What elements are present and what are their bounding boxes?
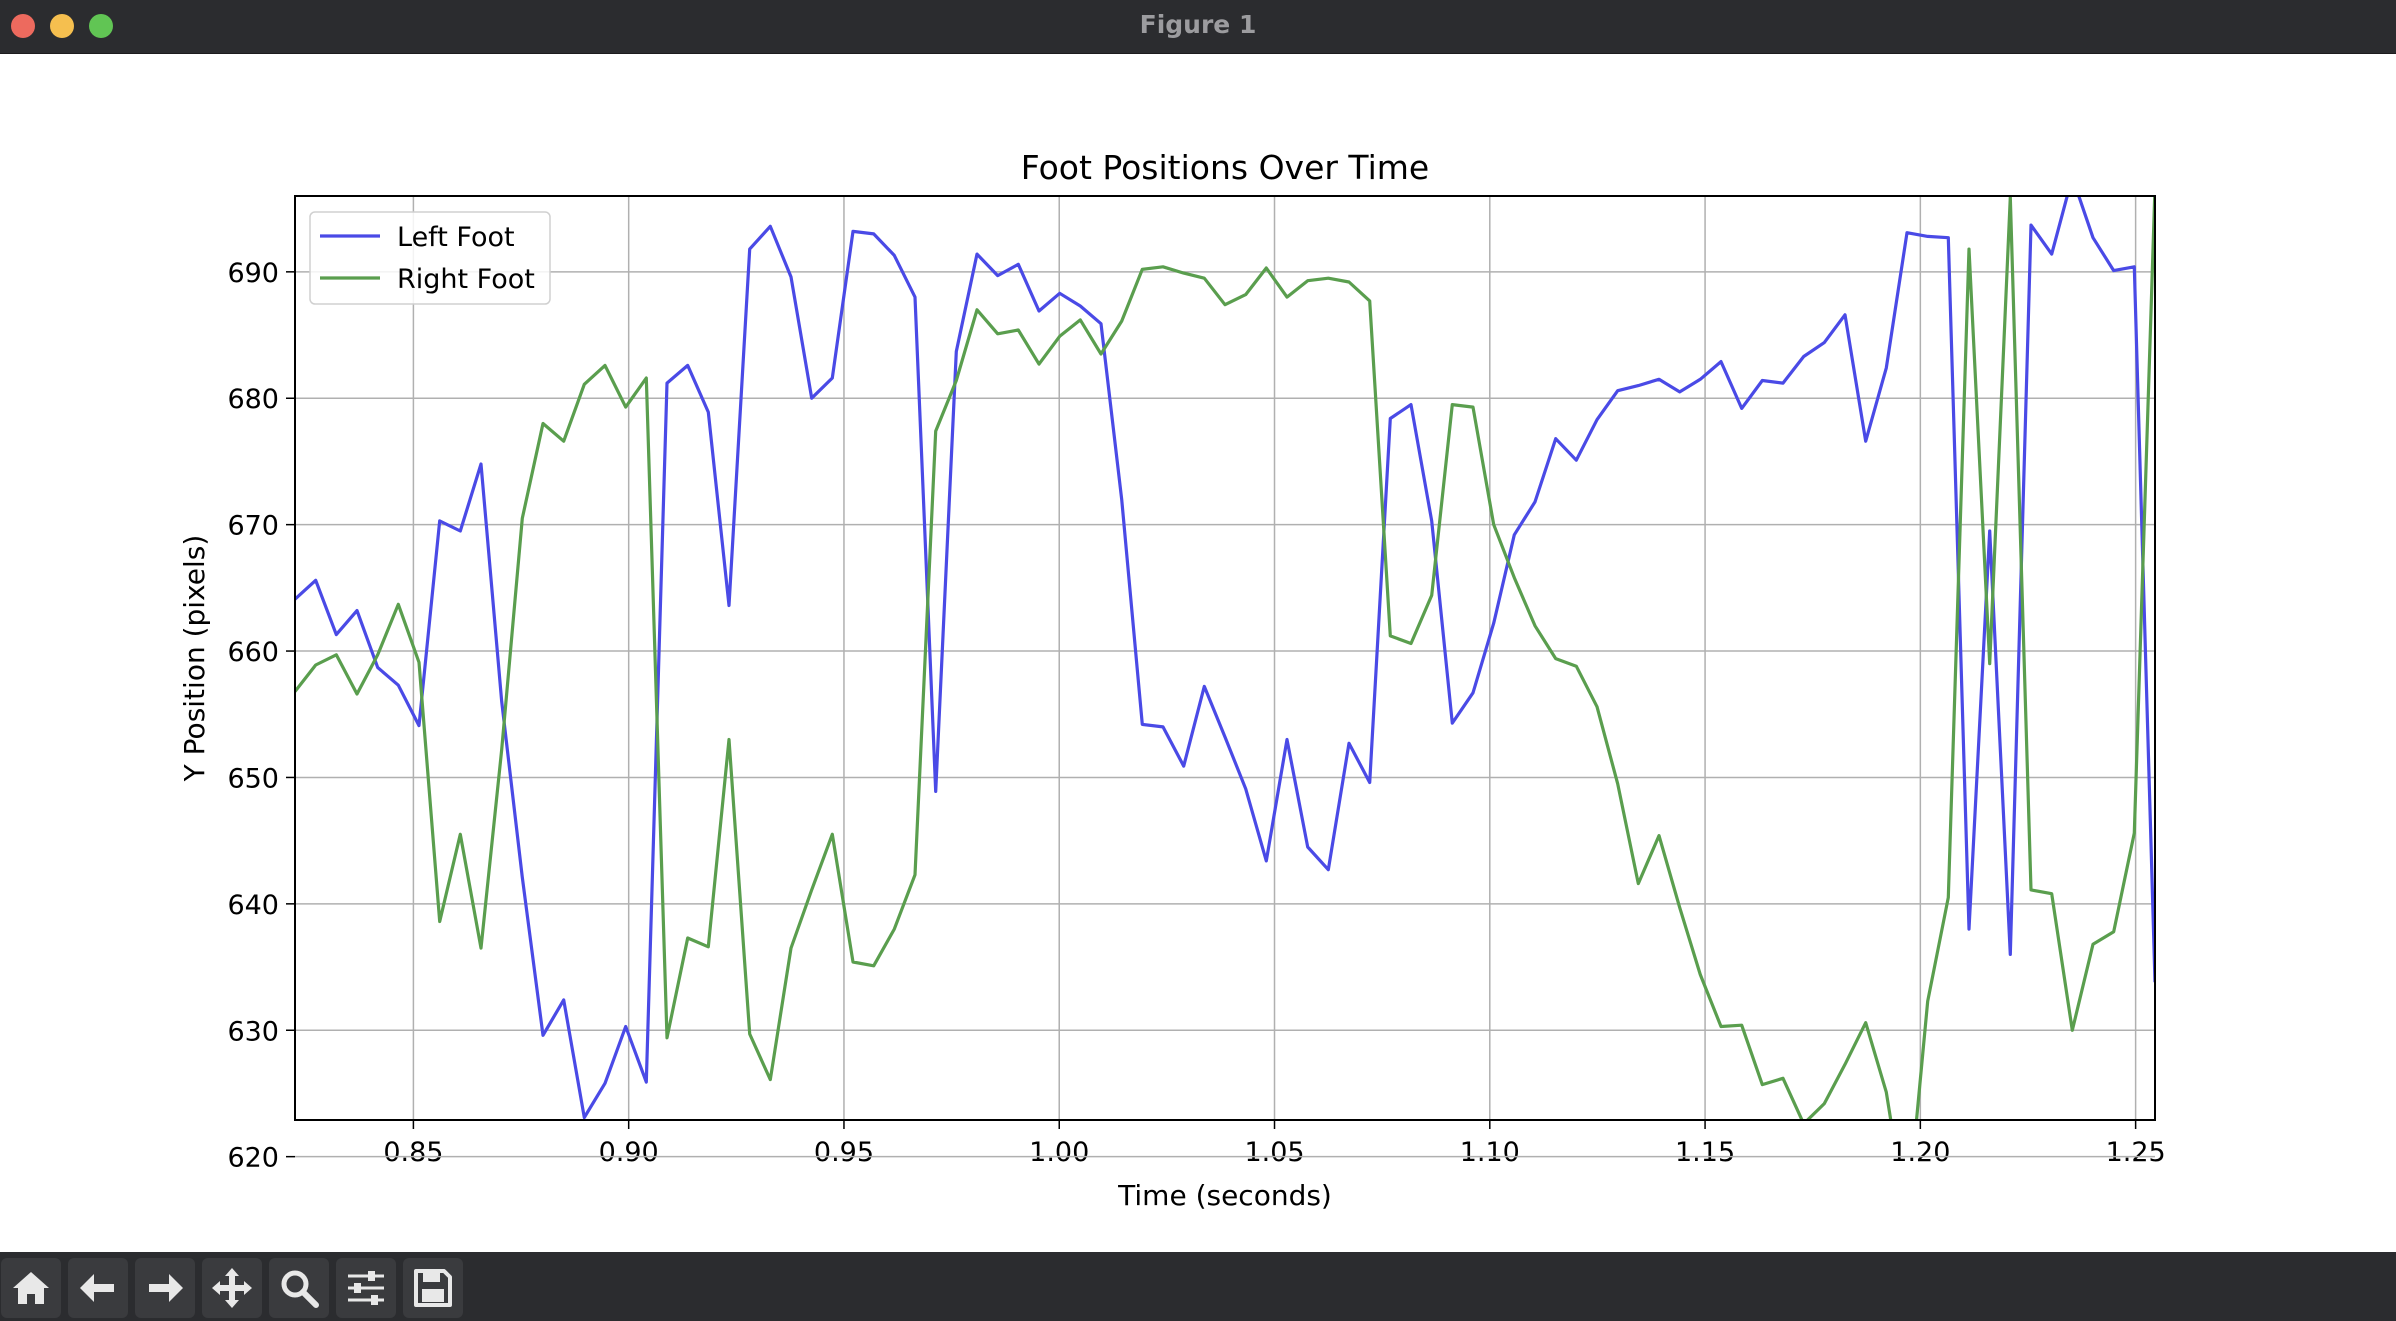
zoom-button[interactable] — [269, 1258, 329, 1318]
close-window-button[interactable] — [11, 14, 35, 38]
x-axis-label: Time (seconds) — [1117, 1179, 1332, 1212]
legend-entry: Right Foot — [397, 264, 535, 295]
x-tick-label: 1.25 — [2106, 1137, 2166, 1168]
x-tick-label: 1.20 — [1890, 1137, 1950, 1168]
window-title: Figure 1 — [1139, 10, 1257, 39]
x-tick-label: 1.05 — [1244, 1137, 1304, 1168]
configure-subplots-icon — [348, 1271, 384, 1305]
zoom-icon — [281, 1270, 319, 1308]
y-axis-label: Y Position (pixels) — [178, 535, 211, 783]
pan-button[interactable] — [202, 1258, 262, 1318]
figure-canvas: 0.85 0.90 0.95 1.00 1.05 1.10 1.15 1.20 1.25 620 6… — [0, 54, 2396, 1252]
line-chart: 0.85 0.90 0.95 1.00 1.05 1.10 1.15 1.20 1.25 620 6… — [178, 148, 2166, 1212]
axes-frame — [294, 195, 2156, 1121]
forward-arrow-icon — [149, 1274, 183, 1302]
minimize-window-button[interactable] — [50, 14, 74, 38]
configure-subplots-button[interactable] — [336, 1258, 396, 1318]
x-tick-label: 0.95 — [814, 1137, 874, 1168]
legend-entry: Left Foot — [397, 222, 515, 253]
navigation-toolbar — [0, 1252, 2396, 1321]
y-tick-label: 620 — [227, 1143, 279, 1174]
forward-button[interactable] — [135, 1258, 195, 1318]
y-tick-label: 650 — [227, 763, 279, 794]
window-titlebar: Figure 1 — [0, 0, 2396, 54]
home-icon — [13, 1272, 49, 1304]
home-button[interactable] — [1, 1258, 61, 1318]
pan-icon — [212, 1268, 252, 1308]
x-tick-label: 1.15 — [1675, 1137, 1735, 1168]
save-icon — [414, 1269, 452, 1307]
y-tick-label: 640 — [227, 890, 279, 921]
x-tick-label: 0.90 — [599, 1137, 659, 1168]
x-tick-label: 0.85 — [383, 1137, 443, 1168]
save-button[interactable] — [403, 1258, 463, 1318]
series-line-left-foot — [295, 196, 2155, 1120]
maximize-window-button[interactable] — [89, 14, 113, 38]
x-tick-label: 1.10 — [1460, 1137, 1520, 1168]
chart-title: Foot Positions Over Time — [1021, 148, 1429, 187]
x-tick-label: 1.00 — [1029, 1137, 1089, 1168]
series-line-right-foot — [295, 196, 2155, 1120]
y-tick-label: 630 — [227, 1016, 279, 1047]
y-tick-label: 660 — [227, 637, 279, 668]
y-tick-label: 680 — [227, 384, 279, 415]
back-button[interactable] — [68, 1258, 128, 1318]
y-tick-label: 670 — [227, 511, 279, 542]
back-arrow-icon — [80, 1274, 114, 1302]
y-tick-label: 690 — [227, 258, 279, 289]
